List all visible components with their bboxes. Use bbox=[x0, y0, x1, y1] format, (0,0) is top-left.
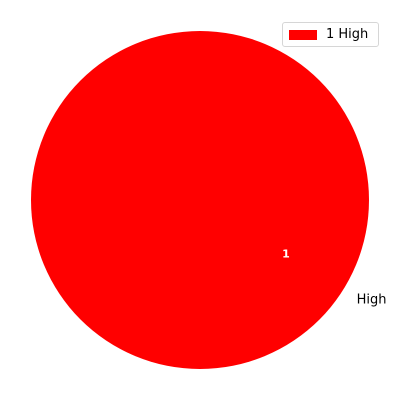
legend-label-high: 1 High bbox=[326, 27, 369, 42]
pie-slice-label-high: High bbox=[357, 293, 387, 308]
chart-legend: 1 High bbox=[282, 22, 379, 47]
pie-slice-high bbox=[31, 31, 369, 369]
legend-swatch-high bbox=[289, 29, 317, 40]
pie-labels: 1 High bbox=[282, 248, 386, 308]
pie-slices bbox=[31, 31, 369, 369]
pie-value-label-high: 1 bbox=[282, 248, 290, 261]
